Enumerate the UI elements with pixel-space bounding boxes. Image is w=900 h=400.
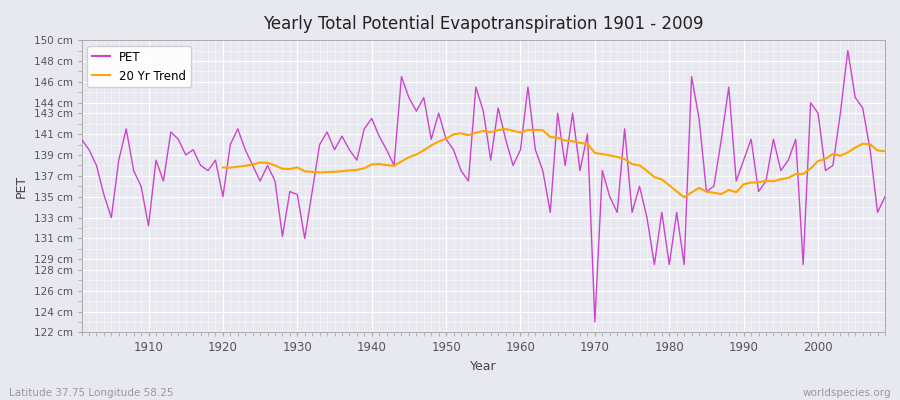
Text: Latitude 37.75 Longitude 58.25: Latitude 37.75 Longitude 58.25 [9, 388, 174, 398]
X-axis label: Year: Year [470, 360, 497, 373]
Text: worldspecies.org: worldspecies.org [803, 388, 891, 398]
Legend: PET, 20 Yr Trend: PET, 20 Yr Trend [87, 46, 191, 87]
Title: Yearly Total Potential Evapotranspiration 1901 - 2009: Yearly Total Potential Evapotranspiratio… [263, 15, 704, 33]
Y-axis label: PET: PET [15, 175, 28, 198]
